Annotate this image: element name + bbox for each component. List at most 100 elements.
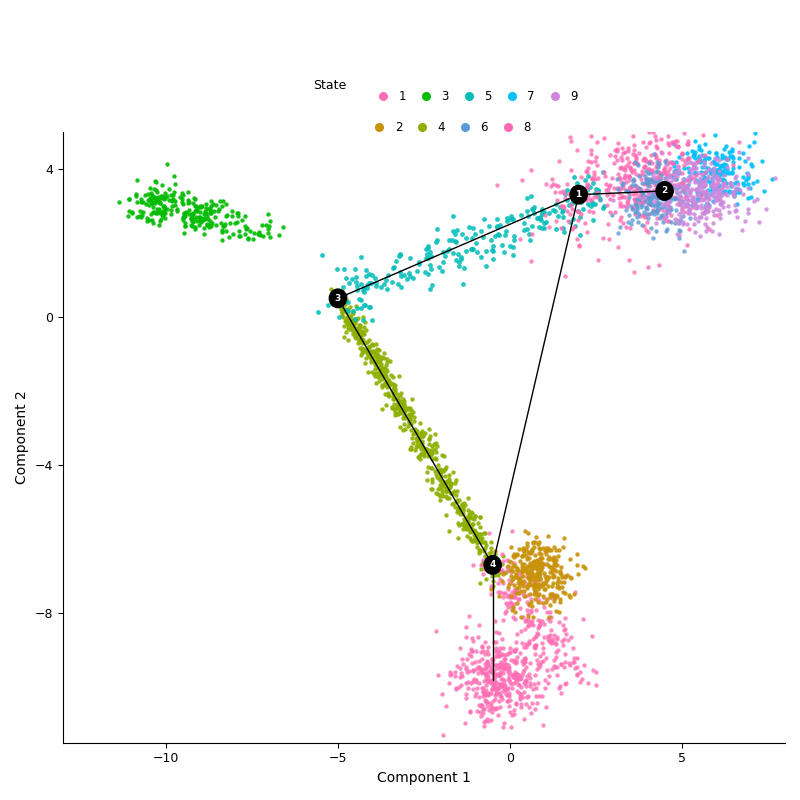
Point	[460, 510, 473, 523]
Point	[348, 312, 361, 325]
Point	[658, 176, 671, 189]
Point	[713, 162, 726, 175]
Point	[681, 192, 694, 205]
Point	[215, 200, 228, 213]
Point	[575, 191, 588, 204]
Point	[342, 295, 354, 308]
Point	[549, 592, 562, 605]
Point	[498, 587, 511, 600]
Point	[654, 210, 667, 222]
Point	[406, 428, 419, 441]
Point	[147, 190, 160, 203]
Point	[683, 203, 696, 216]
Point	[451, 659, 464, 672]
Point	[479, 715, 492, 728]
Point	[479, 669, 492, 682]
Point	[705, 171, 718, 184]
Point	[201, 209, 214, 222]
Point	[578, 174, 591, 186]
Point	[690, 183, 702, 196]
Point	[521, 596, 534, 609]
Point	[202, 202, 214, 215]
Point	[354, 326, 367, 338]
Point	[663, 169, 676, 182]
Point	[557, 199, 570, 212]
Point	[498, 678, 510, 691]
Point	[653, 185, 666, 198]
Point	[669, 169, 682, 182]
Point	[459, 630, 472, 643]
Point	[598, 170, 611, 182]
Point	[476, 698, 489, 711]
Point	[713, 173, 726, 186]
Point	[340, 314, 353, 326]
Point	[614, 196, 626, 209]
Point	[639, 165, 652, 178]
Point	[430, 222, 443, 235]
Point	[426, 453, 438, 466]
Point	[730, 182, 742, 194]
Point	[544, 588, 557, 601]
Point	[452, 247, 465, 260]
Point	[515, 584, 528, 597]
Point	[517, 570, 530, 583]
Point	[497, 721, 510, 734]
Point	[741, 167, 754, 180]
Point	[622, 182, 635, 195]
Point	[522, 526, 534, 539]
Point	[697, 174, 710, 186]
Point	[527, 574, 540, 587]
Point	[717, 186, 730, 199]
Point	[346, 314, 358, 327]
Point	[687, 162, 700, 174]
Point	[158, 206, 170, 219]
Point	[502, 646, 515, 659]
Point	[199, 202, 212, 214]
Point	[354, 302, 367, 314]
Point	[349, 329, 362, 342]
Point	[567, 170, 580, 183]
Point	[408, 410, 421, 423]
Point	[526, 542, 538, 555]
Point	[706, 185, 718, 198]
Point	[642, 163, 654, 176]
Point	[691, 193, 704, 206]
Point	[658, 161, 671, 174]
Point	[220, 210, 233, 222]
Point	[457, 517, 470, 530]
Point	[510, 668, 523, 681]
Point	[678, 244, 691, 257]
Point	[126, 207, 138, 220]
Point	[559, 656, 572, 669]
Point	[479, 562, 492, 575]
Point	[350, 270, 362, 283]
Point	[488, 548, 501, 561]
Point	[170, 202, 183, 215]
Point	[690, 169, 702, 182]
Point	[691, 189, 704, 202]
Point	[384, 354, 397, 367]
Point	[482, 686, 495, 699]
Point	[530, 690, 542, 702]
Point	[672, 179, 685, 192]
Point	[663, 146, 676, 159]
Point	[651, 197, 664, 210]
Point	[693, 142, 706, 155]
Point	[625, 163, 638, 176]
Point	[721, 161, 734, 174]
Point	[168, 186, 181, 198]
Point	[364, 352, 377, 365]
Point	[341, 317, 354, 330]
Point	[351, 337, 364, 350]
Point	[721, 181, 734, 194]
Point	[370, 276, 382, 289]
Point	[658, 213, 670, 226]
Point	[670, 185, 682, 198]
Point	[706, 182, 718, 195]
Point	[658, 179, 671, 192]
Point	[542, 551, 555, 564]
Point	[375, 363, 388, 376]
Point	[480, 551, 493, 564]
Point	[512, 586, 525, 598]
Point	[574, 171, 587, 184]
